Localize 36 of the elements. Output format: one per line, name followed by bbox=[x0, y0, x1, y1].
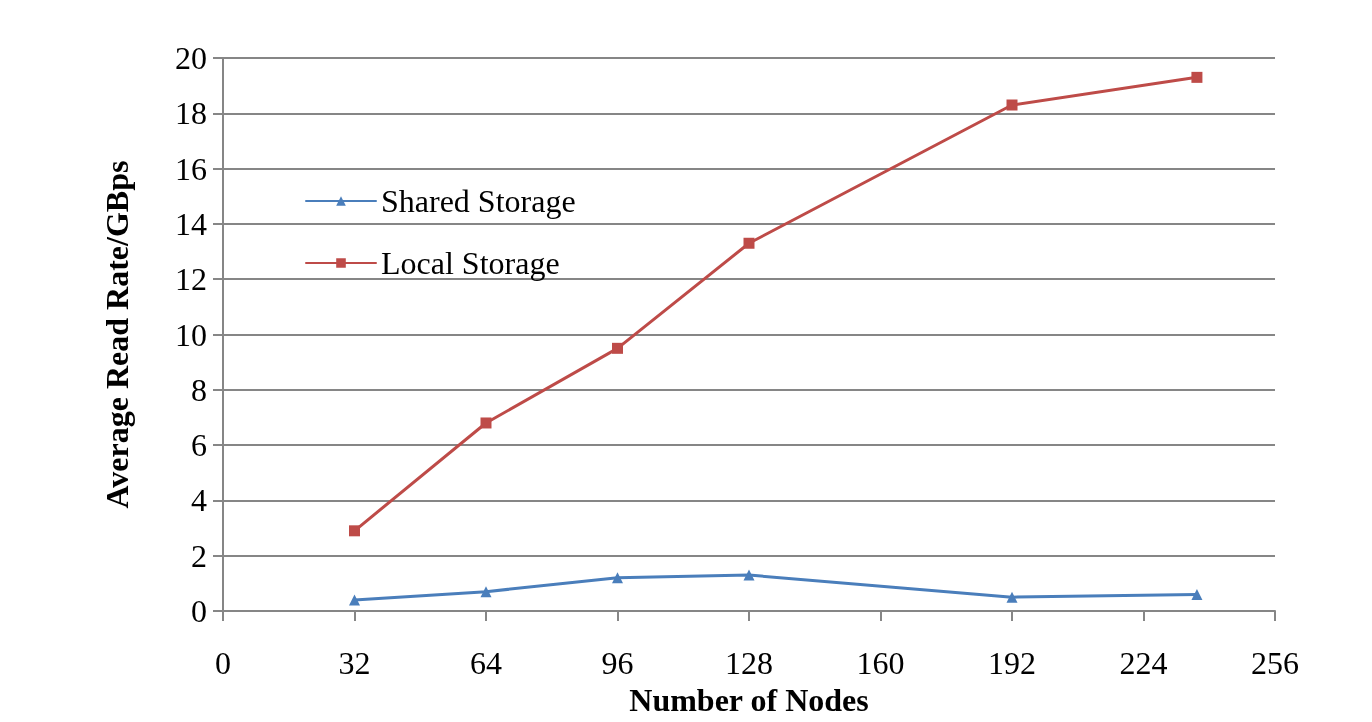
point bbox=[349, 594, 360, 606]
point bbox=[1006, 591, 1018, 603]
y-tick-label: 20 bbox=[175, 40, 207, 76]
y-tick-label: 16 bbox=[175, 150, 207, 187]
y-tick-label: 4 bbox=[191, 482, 207, 519]
y-tick-label: 0 bbox=[191, 593, 207, 629]
x-tick-label: 64 bbox=[470, 645, 502, 681]
legend-label: Shared Storage bbox=[381, 183, 576, 219]
x-tick-label: 96 bbox=[601, 645, 634, 681]
y-tick-label: 18 bbox=[175, 95, 207, 132]
point bbox=[1191, 588, 1203, 600]
y-tick-label: 2 bbox=[191, 537, 207, 574]
point bbox=[1006, 99, 1018, 111]
point bbox=[743, 569, 755, 581]
point bbox=[743, 237, 755, 249]
x-tick-label: 256 bbox=[1251, 645, 1299, 681]
y-tick-label: 14 bbox=[175, 205, 207, 242]
x-axis-title: Number of Nodes bbox=[629, 681, 869, 718]
y-tick-label: 6 bbox=[191, 427, 207, 464]
x-tick-label: 32 bbox=[338, 645, 371, 681]
x-tick-label: 224 bbox=[1119, 645, 1168, 681]
y-axis-title: Average Read Rate/GBps bbox=[99, 160, 135, 509]
point bbox=[612, 342, 623, 354]
x-tick-label: 192 bbox=[988, 645, 1036, 681]
point bbox=[349, 525, 360, 537]
point bbox=[480, 586, 492, 598]
point bbox=[480, 417, 492, 429]
y-tick-label: 12 bbox=[175, 261, 207, 298]
y-tick-label: 8 bbox=[191, 371, 207, 408]
x-tick-label: 128 bbox=[725, 645, 773, 681]
y-tick-label: 10 bbox=[175, 316, 207, 353]
point bbox=[1191, 71, 1203, 83]
point bbox=[612, 572, 623, 584]
legend-label: Local Storage bbox=[381, 245, 560, 281]
x-tick-label: 160 bbox=[856, 645, 905, 681]
x-tick-label: 0 bbox=[215, 645, 231, 681]
